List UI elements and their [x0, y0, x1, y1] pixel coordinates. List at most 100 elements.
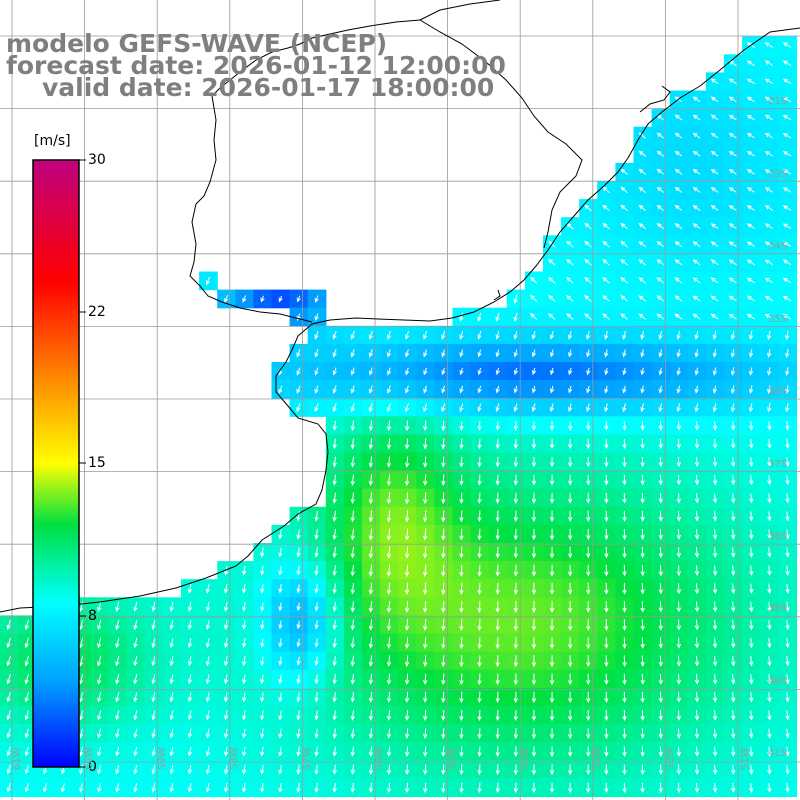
wind-arrow — [350, 728, 356, 739]
wind-arrow — [622, 330, 627, 340]
wind-arrow — [368, 385, 373, 394]
wind-arrow — [746, 205, 755, 211]
wind-arrow — [586, 385, 591, 394]
wind-arrow — [531, 510, 537, 523]
wind-arrow — [712, 692, 718, 703]
wind-arrow — [350, 438, 355, 450]
wind-arrow — [658, 583, 663, 595]
wind-arrow — [549, 510, 555, 523]
wind-arrow — [658, 710, 663, 721]
wind-arrow — [368, 528, 374, 541]
wind-arrow — [586, 582, 591, 595]
wind-arrow — [386, 600, 392, 613]
wind-arrow — [782, 205, 792, 211]
wind-arrow — [586, 764, 591, 776]
wind-arrow — [404, 691, 410, 704]
wind-arrow — [495, 746, 500, 758]
wind-arrow — [566, 313, 574, 320]
wind-arrow — [531, 420, 537, 431]
wind-arrow — [513, 420, 519, 431]
wind-arrow — [748, 385, 754, 395]
wind-arrow — [748, 330, 754, 341]
wind-arrow — [676, 691, 682, 703]
wind-arrow — [350, 456, 355, 468]
wind-arrow — [549, 746, 555, 758]
wind-arrow — [477, 782, 482, 794]
wind-arrow — [459, 492, 464, 505]
wind-arrow — [386, 655, 392, 667]
wind-arrow — [728, 241, 737, 248]
wind-arrow — [242, 728, 247, 739]
wind-arrow — [712, 403, 717, 413]
wind-arrow — [187, 583, 192, 594]
wind-arrow — [620, 277, 629, 284]
wind-arrow — [350, 764, 356, 775]
lat-label-35s: 35S — [768, 314, 788, 325]
wind-arrow — [350, 655, 355, 667]
wind-arrow — [223, 638, 229, 649]
wind-arrow — [640, 510, 645, 522]
wind-arrow — [676, 403, 681, 413]
wind-arrow — [314, 656, 319, 667]
wind-arrow — [423, 764, 428, 776]
wind-arrow — [513, 438, 519, 450]
wind-arrow — [586, 456, 591, 468]
wind-arrow — [187, 601, 192, 612]
wind-arrow — [459, 673, 464, 686]
wind-arrow — [151, 655, 156, 667]
wind-arrow — [728, 60, 737, 67]
wind-arrow — [495, 528, 500, 541]
wind-arrow — [782, 96, 792, 103]
wind-arrow — [169, 692, 174, 703]
title-model: modelo GEFS-WAVE (NCEP) — [6, 29, 388, 58]
wind-arrow — [730, 439, 736, 449]
wind-arrow — [548, 258, 556, 266]
wind-arrow — [567, 546, 573, 559]
wind-arrow — [728, 114, 737, 121]
wind-arrow — [730, 403, 736, 413]
wind-arrow — [694, 349, 699, 358]
wind-arrow — [710, 132, 719, 139]
wind-arrow — [746, 313, 755, 320]
wind-arrow — [459, 438, 464, 450]
wind-arrow — [79, 601, 84, 613]
wind-arrow — [748, 367, 754, 376]
wind-arrow — [441, 385, 446, 394]
wind-arrow — [586, 474, 591, 486]
wind-arrow — [694, 403, 699, 413]
wind-arrow — [386, 728, 392, 739]
wind-arrow — [278, 547, 283, 558]
wind-arrow — [640, 583, 645, 595]
wind-arrow — [477, 474, 482, 486]
wind-arrow — [749, 457, 754, 468]
wind-arrow — [785, 367, 790, 377]
lon-label-53w: 53W — [592, 747, 603, 770]
wind-arrow — [278, 710, 283, 721]
wind-arrow — [658, 367, 663, 376]
wind-arrow — [640, 403, 645, 413]
wind-arrow — [785, 619, 790, 631]
wind-arrow — [749, 728, 754, 739]
wind-arrow — [767, 637, 772, 649]
wind-arrow — [495, 637, 500, 650]
wind-arrow — [97, 764, 102, 775]
wind-arrow — [586, 330, 591, 340]
wind-arrow — [638, 241, 647, 248]
lon-label-51w: 51W — [740, 747, 751, 770]
wind-arrow — [602, 277, 610, 284]
wind-arrow — [710, 259, 719, 266]
wind-arrow — [278, 782, 283, 793]
wind-arrow — [676, 728, 682, 739]
wind-arrow — [423, 456, 428, 468]
wind-arrow — [6, 655, 11, 667]
wind-arrow — [746, 132, 755, 139]
wind-arrow — [782, 114, 792, 121]
wind-arrow — [296, 674, 301, 685]
wind-arrow — [567, 764, 573, 776]
wind-arrow — [133, 655, 138, 667]
wind-arrow — [441, 764, 446, 776]
wind-arrow — [620, 168, 628, 175]
wind-arrow — [368, 510, 374, 523]
wind-arrow — [676, 330, 681, 340]
wind-arrow — [495, 600, 500, 613]
